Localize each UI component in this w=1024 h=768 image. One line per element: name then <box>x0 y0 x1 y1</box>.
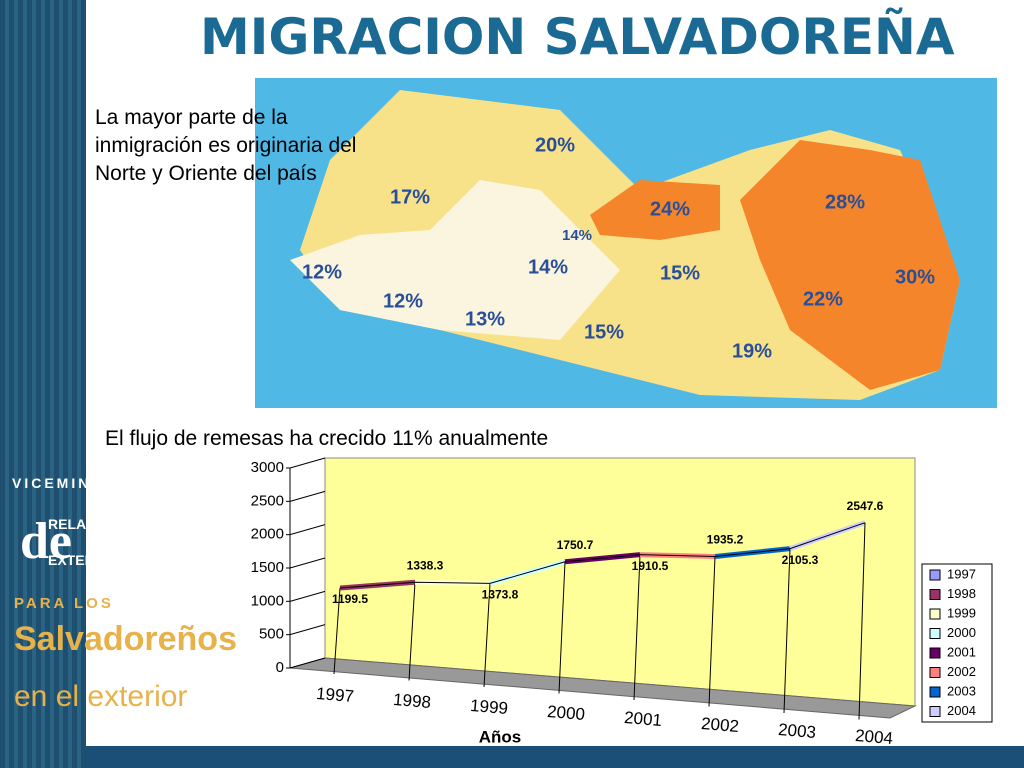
drop-line <box>708 556 716 707</box>
sidebar <box>0 0 86 768</box>
title: MIGRACION SALVADOREÑA <box>200 8 955 66</box>
sidebar-text: EXTERIORES <box>48 552 139 568</box>
legend-swatch <box>929 706 941 717</box>
legend-swatch <box>929 569 941 581</box>
chart: 0 500 1000 1500 2000 2500 3000 1199.5 1997 1338.3… <box>251 457 993 746</box>
sidebar-text: RELACIONES <box>48 516 140 532</box>
legend-label: 1999 <box>947 605 976 620</box>
legend-label: 2002 <box>947 664 976 679</box>
map-label: 17% <box>390 186 430 208</box>
y-tick-label: 3000 <box>251 459 284 476</box>
map-label: 19% <box>732 340 772 362</box>
x-tick-label: 2000 <box>546 702 585 724</box>
x-tick-label: 2004 <box>854 726 893 746</box>
legend-swatch <box>929 647 941 659</box>
sidebar-text: PARA LOS <box>14 595 114 612</box>
legend-label: 2004 <box>947 703 976 718</box>
map-label: 30% <box>895 266 935 288</box>
map-label: 20% <box>535 134 575 156</box>
map-label: 28% <box>825 191 865 213</box>
value-label: 1910.5 <box>632 559 669 573</box>
value-label: 2105.3 <box>782 553 819 567</box>
grid-line <box>289 590 326 602</box>
value-label: 1199.5 <box>332 592 368 606</box>
legend-swatch <box>929 628 941 639</box>
bottom-bar <box>86 746 1024 768</box>
sidebar-text: Salvadoreños <box>14 620 237 658</box>
sidebar-text: de <box>20 513 72 570</box>
x-tick-label: 2001 <box>623 708 662 730</box>
map-label: 15% <box>660 262 700 284</box>
remittance-note: El flujo de remesas ha crecido 11% anual… <box>105 427 549 450</box>
drop-line <box>783 548 791 714</box>
map-region <box>740 140 960 390</box>
y-tick-label: 500 <box>259 626 284 643</box>
y-tick-label: 2500 <box>251 492 284 509</box>
map-labels: 20% 17% 24% 28% 14% 12% 14% 15% 30% 12% 22% 13% 15% 1… <box>302 134 935 362</box>
y-tick-label: 2000 <box>251 526 284 543</box>
legend-swatch <box>929 589 941 600</box>
drop-line <box>633 554 641 701</box>
map-label: 14% <box>562 227 592 244</box>
map-label: 13% <box>465 308 505 330</box>
x-tick-label: 1997 <box>315 684 354 706</box>
legend-label: 2003 <box>947 683 976 698</box>
drop-line <box>408 582 416 681</box>
x-tick-label: 2002 <box>700 714 739 736</box>
drop-line <box>858 522 866 720</box>
x-tick-label: 1999 <box>469 696 508 718</box>
grid-line <box>289 490 326 502</box>
legend-swatch <box>929 608 941 620</box>
series-line <box>339 522 866 589</box>
sidebar-text: VICEMINISTERIO <box>12 475 169 491</box>
value-label: 2547.6 <box>847 499 884 513</box>
legend-label: 1998 <box>947 586 976 601</box>
grid-line <box>289 657 326 669</box>
legend-label: 2000 <box>947 625 976 640</box>
legend-label: 1997 <box>947 566 976 581</box>
legend-swatch <box>929 667 941 678</box>
drop-line <box>483 583 491 688</box>
map-note: La mayor parte de la inmigración es orig… <box>95 106 357 185</box>
value-label: 1338.3 <box>407 558 444 572</box>
map-region <box>590 180 720 240</box>
map-region <box>290 180 620 340</box>
value-label: 1373.8 <box>482 588 519 602</box>
canvas: 20% 17% 24% 28% 14% 12% 14% 15% 30% 12% 22% 13% 15% 1… <box>251 78 997 746</box>
legend-label: 2001 <box>947 644 976 659</box>
map-label: 22% <box>803 288 843 310</box>
x-tick-label: 1998 <box>392 690 431 712</box>
value-label: 1935.2 <box>707 533 744 547</box>
drop-line <box>558 561 566 694</box>
y-tick-label: 0 <box>276 659 284 676</box>
grid-line <box>289 557 326 569</box>
y-tick-label: 1500 <box>251 559 284 576</box>
x-tick-label: 2003 <box>777 720 816 742</box>
sidebar-text: en el exterior <box>14 680 188 713</box>
drop-line <box>333 587 341 675</box>
grid-line <box>289 524 326 536</box>
map-label: 12% <box>302 261 342 283</box>
map-label: 24% <box>650 198 690 220</box>
map-label: 15% <box>584 321 624 343</box>
grid-line <box>289 457 326 469</box>
x-axis-label: Años <box>479 727 522 746</box>
grid-line <box>289 624 326 636</box>
map-label: 12% <box>383 290 423 312</box>
value-label: 1750.7 <box>557 538 594 552</box>
map-label: 14% <box>528 256 568 278</box>
y-tick-label: 1000 <box>251 592 284 609</box>
legend-swatch <box>929 686 941 698</box>
